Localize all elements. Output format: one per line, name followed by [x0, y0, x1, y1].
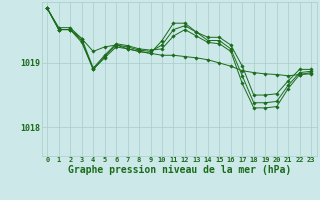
X-axis label: Graphe pression niveau de la mer (hPa): Graphe pression niveau de la mer (hPa): [68, 165, 291, 175]
